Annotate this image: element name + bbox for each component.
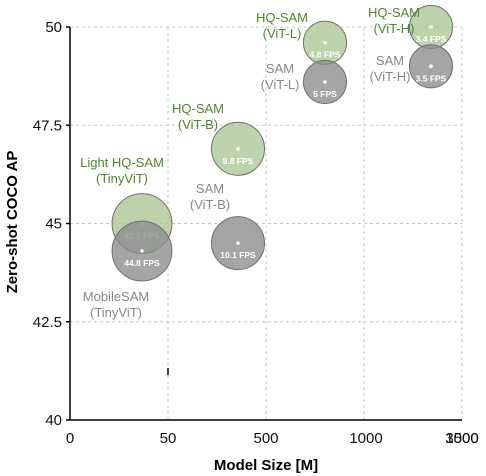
y-tick-label: 45 [45, 216, 62, 233]
x-tick-label: 500 [253, 430, 278, 447]
bubble-5: 5 FPS [302, 59, 348, 105]
x-tick-label: 50 [160, 430, 177, 447]
bubble-fps-label: 9.8 FPS [223, 156, 254, 166]
bubble-fps-label: 5 FPS [313, 89, 337, 99]
bubble-name-label: HQ-SAM [172, 101, 224, 116]
bubble-center-dot [323, 40, 327, 45]
y-tick-label: 47.5 [33, 117, 62, 134]
bubble-6: 3.4 FPS [408, 4, 454, 50]
x-tick-label: 3000 [445, 430, 478, 447]
bubble-fps-label: 10.1 FPS [220, 250, 256, 260]
bubble-name-label: SAM [196, 181, 224, 196]
bubble-sub-label: (ViT-H) [370, 69, 411, 84]
bubble-sub-label: (ViT-L) [263, 26, 302, 41]
x-tick-label: 1500 [445, 430, 478, 447]
bubble-7: 3.5 FPS [408, 44, 454, 89]
bubble-center-dot [429, 25, 433, 29]
bubble-sub-label: (ViT-B) [190, 197, 230, 212]
y-axis-title: Zero-shot COCO AP [4, 151, 21, 294]
bubble-name-label: HQ-SAM [368, 5, 420, 20]
bubble-4: 4.8 FPS [302, 20, 348, 65]
y-tick-label: 50 [45, 19, 62, 36]
bubble-sub-label: (TinyViT) [96, 171, 148, 186]
y-tick-label: 40 [45, 412, 62, 429]
bubble-fps-label: 4.8 FPS [310, 50, 341, 60]
bubble-2: 9.8 FPS [210, 121, 266, 176]
x-axis-title: Model Size [M] [214, 457, 318, 474]
bubble-name-label: SAM [376, 53, 404, 68]
bubble-1: 44.8 FPS [111, 220, 173, 282]
bubble-sub-label: (ViT-H) [374, 21, 415, 36]
bubble-sub-label: (TinyViT) [90, 305, 142, 320]
x-tick-label: 1000 [349, 430, 382, 447]
bubble-fps-label: 3.4 FPS [416, 34, 447, 44]
bubble-center-dot [323, 80, 327, 84]
bubble-fps-label: 44.8 FPS [124, 258, 160, 268]
bubble-center-dot [236, 241, 240, 245]
bubble-name-label: SAM [266, 61, 294, 76]
bubble-sub-label: (ViT-L) [261, 77, 300, 92]
bubble-name-label: HQ-SAM [256, 10, 308, 25]
bubble-sub-label: (ViT-B) [178, 117, 218, 132]
bubble-fps-label: 3.5 FPS [416, 73, 447, 83]
y-tick-label: 42.5 [33, 314, 62, 331]
bubble-name-label: MobileSAM [83, 289, 149, 304]
bubble-labels: Light HQ-SAM(TinyViT)MobileSAM(TinyViT)H… [80, 5, 420, 320]
bubble-name-label: Light HQ-SAM [80, 155, 164, 170]
bubble-center-dot [429, 64, 433, 69]
bubble-center-dot [236, 147, 240, 151]
bubble-center-dot [140, 249, 144, 253]
x-tick-label: 0 [66, 430, 74, 447]
bubble-3: 10.1 FPS [210, 216, 266, 271]
